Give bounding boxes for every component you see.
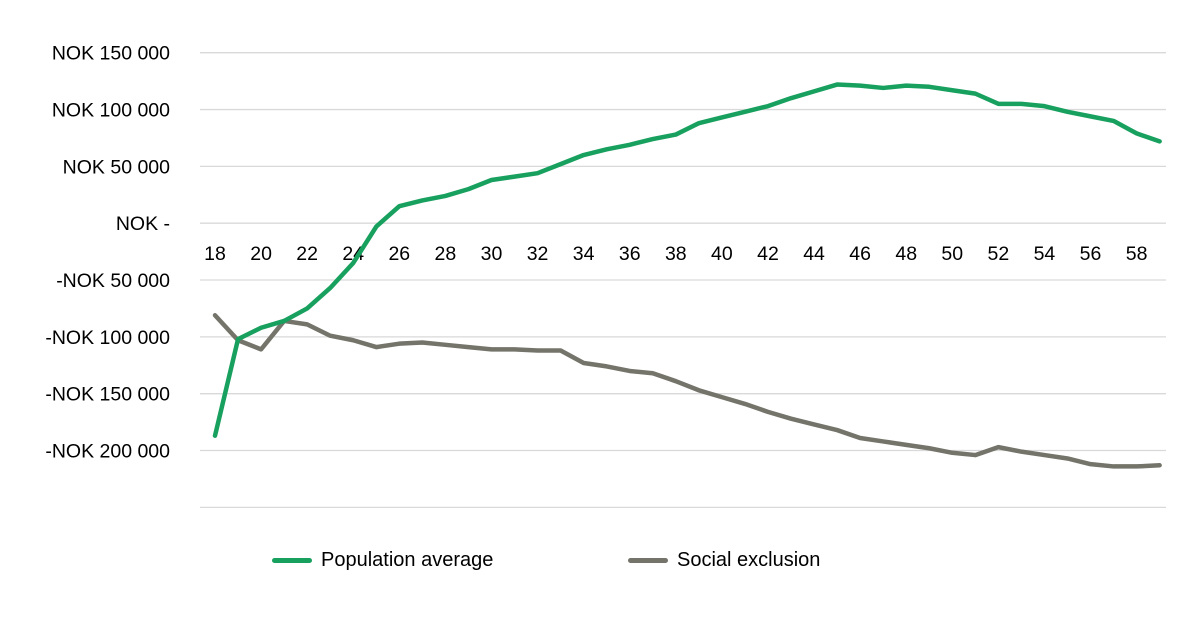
x-tick-label: 42 bbox=[757, 243, 779, 265]
y-tick-label: -NOK 100 000 bbox=[45, 327, 170, 349]
x-tick-label: 46 bbox=[849, 243, 871, 265]
x-tick-label: 44 bbox=[803, 243, 825, 265]
x-tick-label: 48 bbox=[895, 243, 917, 265]
x-tick-label: 24 bbox=[342, 243, 364, 265]
x-tick-label: 20 bbox=[250, 243, 272, 265]
legend-label-social-exclusion: Social exclusion bbox=[677, 549, 821, 571]
chart-canvas: NOK 150 000 NOK 100 000 NOK 50 000 NOK - -NO… bbox=[45, 43, 1166, 509]
x-tick-label: 38 bbox=[665, 243, 687, 265]
x-tick-label: 32 bbox=[527, 243, 549, 265]
legend-item-social-exclusion: Social exclusion bbox=[628, 549, 820, 572]
series-line-social-exclusion bbox=[212, 313, 1162, 469]
y-tick-label: NOK 100 000 bbox=[52, 100, 170, 122]
legend-item-population-average: Population average bbox=[272, 549, 493, 572]
y-tick-label: NOK - bbox=[116, 213, 170, 235]
x-tick-label: 36 bbox=[619, 243, 641, 265]
x-tick-label: 18 bbox=[204, 243, 226, 265]
y-tick-label: NOK 150 000 bbox=[52, 43, 170, 65]
y-tick-label: -NOK 200 000 bbox=[45, 441, 170, 463]
x-tick-label: 34 bbox=[573, 243, 595, 265]
social-exclusion-swatch-icon bbox=[628, 558, 668, 563]
x-tick-label: 26 bbox=[388, 243, 410, 265]
x-tick-label: 58 bbox=[1126, 243, 1148, 265]
x-tick-label: 52 bbox=[988, 243, 1010, 265]
y-tick-label: NOK 50 000 bbox=[63, 156, 170, 178]
x-tick-label: 30 bbox=[481, 243, 503, 265]
x-tick-label: 54 bbox=[1034, 243, 1056, 265]
x-tick-label: 22 bbox=[296, 243, 318, 265]
x-tick-label: 40 bbox=[711, 243, 733, 265]
legend-label-population-average: Population average bbox=[321, 549, 494, 571]
x-tick-label: 56 bbox=[1080, 243, 1102, 265]
series-line-population-average bbox=[212, 82, 1162, 438]
y-tick-label: -NOK 150 000 bbox=[45, 384, 170, 406]
x-tick-label: 28 bbox=[435, 243, 457, 265]
y-tick-label: -NOK 50 000 bbox=[56, 270, 170, 292]
population-average-swatch-icon bbox=[272, 558, 312, 563]
x-tick-label: 50 bbox=[941, 243, 963, 265]
